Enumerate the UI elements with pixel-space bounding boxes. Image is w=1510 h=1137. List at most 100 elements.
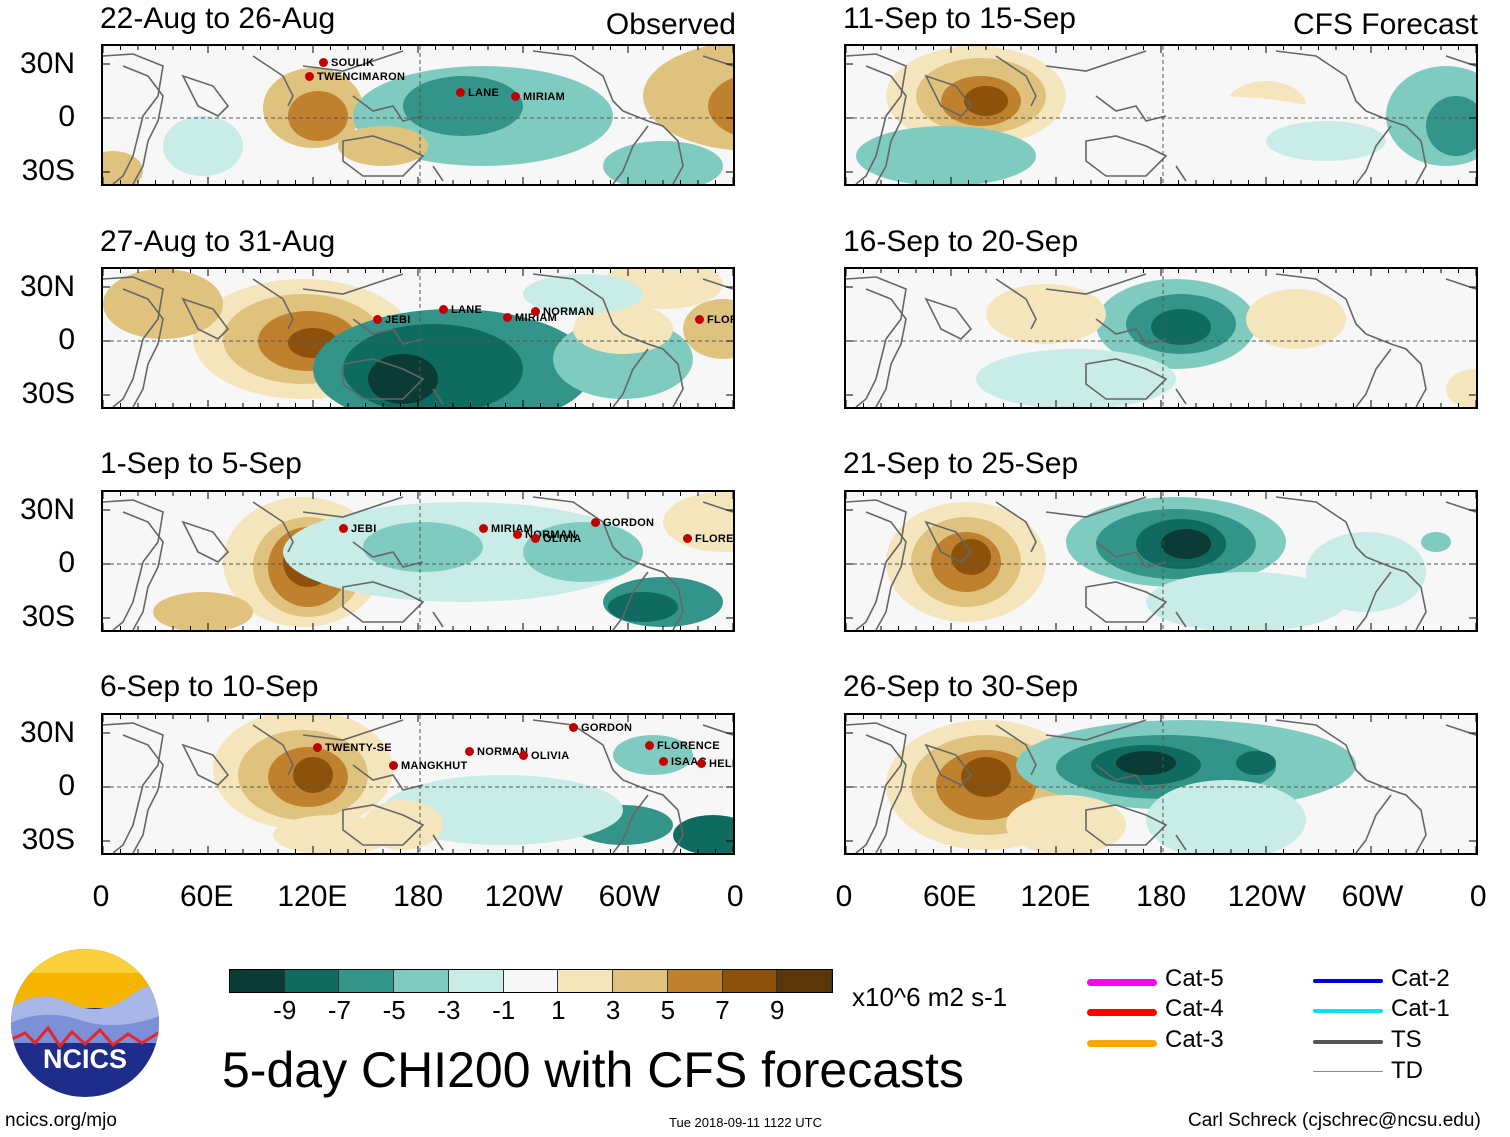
storm-label: NORMAN bbox=[477, 746, 529, 758]
storm-marker-icon bbox=[313, 743, 322, 752]
storm-marker-icon bbox=[591, 518, 600, 527]
observed-panel-title-3: 1-Sep to 5-Sep bbox=[100, 447, 302, 480]
storm-marker-icon bbox=[569, 723, 578, 732]
storm-marker-icon bbox=[659, 757, 668, 766]
storm-marker-icon bbox=[503, 313, 512, 322]
x-axis-label: 60W bbox=[598, 880, 661, 913]
colorbar-label: 5 bbox=[660, 995, 676, 1025]
storm-label: FLORENCE bbox=[695, 533, 734, 545]
forecast-map-panel-4 bbox=[844, 713, 1478, 855]
legend-label: Cat-2 bbox=[1391, 965, 1450, 992]
x-axis-label: 60W bbox=[1341, 880, 1404, 913]
x-axis-label: 60E bbox=[922, 880, 977, 913]
y-axis-label: 30N bbox=[19, 270, 75, 303]
y-axis-label: 30S bbox=[21, 600, 75, 633]
forecast-panel-title-2: 16-Sep to 20-Sep bbox=[843, 225, 1079, 258]
legend-line-cat-1 bbox=[1313, 1009, 1383, 1013]
footer-url[interactable]: ncics.org/mjo bbox=[5, 1110, 117, 1131]
x-axis-label: 120W bbox=[484, 880, 563, 913]
storm-label: OLIVIA bbox=[543, 533, 582, 545]
y-axis-label: 30S bbox=[21, 154, 75, 187]
colorbar-label: 9 bbox=[770, 995, 785, 1025]
observed-panel-title-2: 27-Aug to 31-Aug bbox=[100, 225, 336, 258]
legend-label: Cat-5 bbox=[1165, 965, 1224, 992]
colorbar-units: x10^6 m2 s-1 bbox=[852, 982, 1008, 1012]
logo-text: NCICS bbox=[42, 1044, 127, 1074]
colorbar-swatch bbox=[230, 970, 285, 992]
y-axis-label: 30S bbox=[21, 377, 75, 410]
observed-map-panel-1: SOULIK TWENCIMARON LANE MIRIAM bbox=[101, 44, 735, 186]
colorbar-swatch bbox=[503, 970, 559, 992]
colorbar bbox=[229, 969, 833, 993]
storm-label: GORDON bbox=[581, 722, 633, 734]
colorbar-label: -3 bbox=[437, 995, 461, 1025]
legend-line-cat-2 bbox=[1313, 979, 1383, 983]
storm-label: JEBI bbox=[385, 314, 411, 326]
y-axis-label: 0 bbox=[58, 546, 75, 579]
y-axis-label: 0 bbox=[58, 323, 75, 356]
storm-label: JEBI bbox=[351, 523, 377, 535]
footer-timestamp: Tue 2018-09-11 1122 UTC bbox=[669, 1115, 822, 1130]
storm-label: OLIVIA bbox=[531, 750, 570, 762]
legend-label: Cat-1 bbox=[1391, 995, 1450, 1022]
main-title: 5-day CHI200 with CFS forecasts bbox=[222, 1042, 964, 1098]
storm-label: MIRIAM bbox=[515, 312, 558, 324]
legend-label: TD bbox=[1391, 1057, 1423, 1084]
colorbar-swatch bbox=[667, 970, 723, 992]
colorbar-label: 1 bbox=[551, 995, 566, 1025]
colorbar-label: -9 bbox=[273, 995, 297, 1025]
storm-label: NORMAN bbox=[543, 306, 595, 318]
x-axis-label: 120E bbox=[1020, 880, 1091, 913]
storm-marker-icon bbox=[456, 88, 465, 97]
storm-marker-icon bbox=[531, 534, 540, 543]
legend-label: Cat-4 bbox=[1165, 995, 1224, 1022]
x-axis-label: 0 bbox=[92, 880, 110, 913]
storm-label: LANE bbox=[451, 304, 483, 316]
storm-marker-icon bbox=[319, 58, 328, 67]
colorbar-label: -7 bbox=[327, 995, 352, 1025]
x-axis-label: 60E bbox=[179, 880, 234, 913]
storm-marker-icon bbox=[511, 92, 520, 101]
storm-marker-icon bbox=[519, 751, 528, 760]
storm-label: TWENCIMARON bbox=[317, 71, 406, 83]
x-axis-label: 120E bbox=[277, 880, 348, 913]
colorbar-label: -1 bbox=[492, 995, 516, 1025]
colorbar-swatch bbox=[448, 970, 504, 992]
ncics-logo: NCICS bbox=[10, 948, 160, 1098]
storm-label: MANGKHUT bbox=[401, 760, 468, 772]
storm-marker-icon bbox=[373, 315, 382, 324]
colorbar-label: 3 bbox=[605, 995, 621, 1025]
x-axis-label: 180 bbox=[393, 880, 444, 913]
storm-marker-icon bbox=[695, 315, 704, 324]
colorbar-swatch bbox=[722, 970, 778, 992]
x-axis-label: 120W bbox=[1227, 880, 1306, 913]
storm-label: MIRIAM bbox=[523, 91, 566, 103]
colorbar-label: -5 bbox=[382, 995, 406, 1025]
storm-label: TWENTY-SE bbox=[325, 742, 392, 754]
storm-marker-icon bbox=[339, 524, 348, 533]
y-axis-label: 30N bbox=[19, 716, 75, 749]
legend-label: Cat-3 bbox=[1165, 1026, 1224, 1053]
forecast-header: CFS Forecast bbox=[1292, 8, 1478, 41]
storm-marker-icon bbox=[305, 72, 314, 81]
storm-label: FLORENCE bbox=[657, 740, 720, 752]
y-axis-label: 30S bbox=[21, 823, 75, 856]
colorbar-swatch bbox=[558, 970, 614, 992]
storm-label: HELENE bbox=[709, 758, 733, 770]
storm-marker-icon bbox=[465, 747, 474, 756]
storm-label: LANE bbox=[468, 87, 500, 99]
forecast-panel-title-1: 11-Sep to 15-Sep bbox=[843, 2, 1076, 35]
y-axis-label: 0 bbox=[58, 100, 75, 133]
legend-line-cat-4 bbox=[1087, 1009, 1157, 1016]
observed-map-panel-3: JEBIMIRIAMNORMANOLIVIAGORDONFLORENCE bbox=[101, 490, 735, 632]
storm-marker-icon bbox=[645, 741, 654, 750]
colorbar-swatch bbox=[394, 970, 449, 992]
x-axis-label: 180 bbox=[1136, 880, 1187, 913]
forecast-map-panel-2 bbox=[844, 267, 1478, 409]
forecast-panel-title-3: 21-Sep to 25-Sep bbox=[843, 447, 1079, 480]
colorbar-label: 7 bbox=[715, 995, 730, 1025]
footer-credit: Carl Schreck (cjschrec@ncsu.edu) bbox=[1188, 1110, 1481, 1131]
storm-label: FLORENCE bbox=[707, 314, 733, 326]
storm-marker-icon bbox=[389, 761, 398, 770]
